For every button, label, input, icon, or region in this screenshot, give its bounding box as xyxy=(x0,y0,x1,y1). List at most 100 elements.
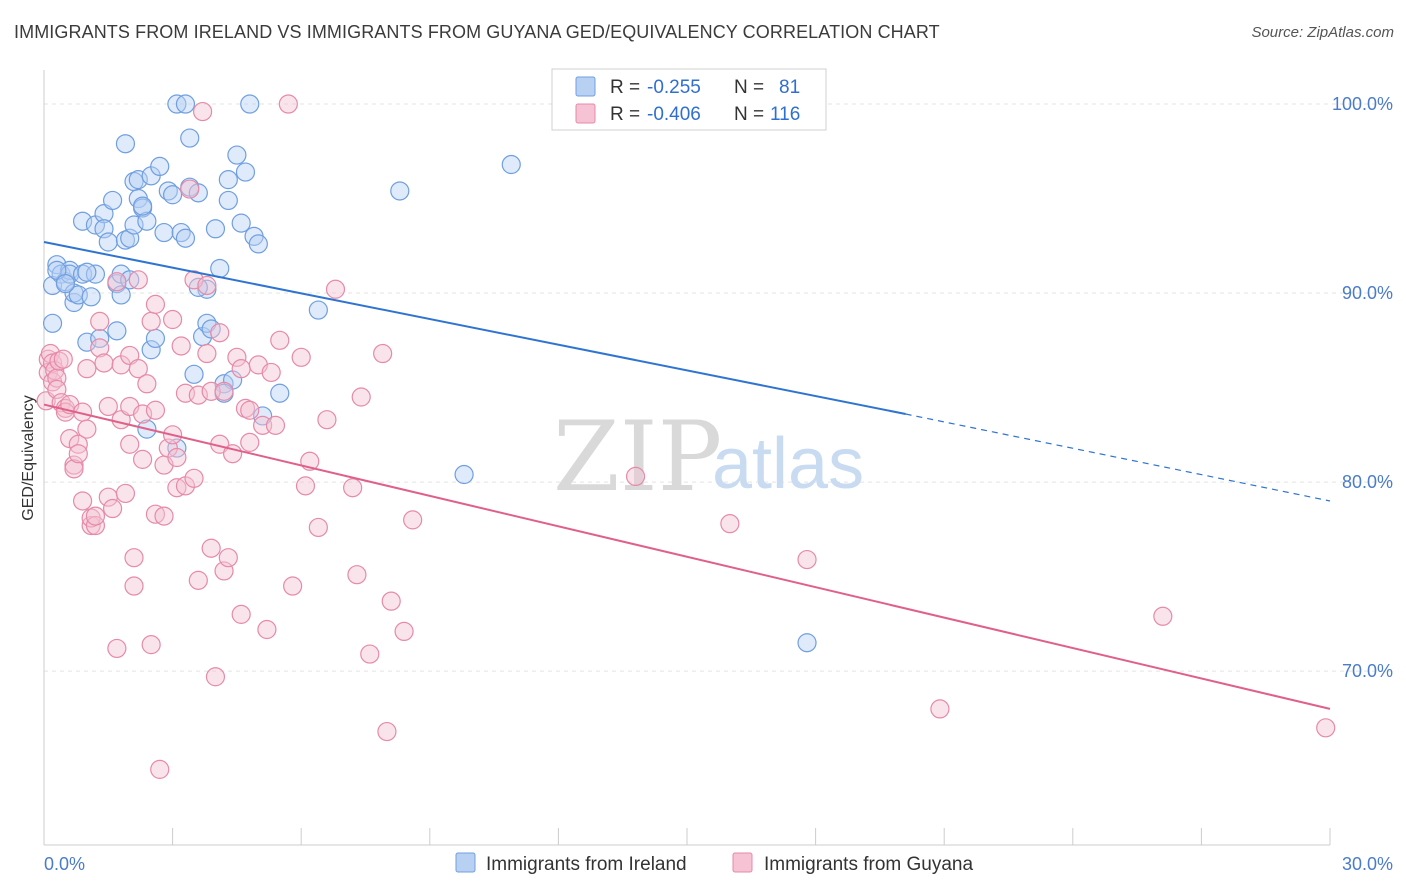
point-guyana xyxy=(77,359,97,379)
legend-n-label-ireland: N = xyxy=(734,77,764,98)
point-guyana xyxy=(72,491,93,511)
point-guyana xyxy=(201,538,221,558)
point-ireland xyxy=(210,258,230,279)
point-guyana xyxy=(53,349,73,369)
point-guyana xyxy=(625,466,646,487)
point-guyana xyxy=(107,638,127,659)
y-tick-label: 100.0% xyxy=(1332,94,1393,114)
point-guyana xyxy=(47,368,67,388)
legend-r-value-ireland: -0.255 xyxy=(647,77,701,98)
bottom-legend-label-guyana: Immigrants from Guyana xyxy=(764,854,973,875)
point-guyana xyxy=(171,336,191,356)
point-guyana xyxy=(124,576,144,596)
point-ireland xyxy=(175,94,196,114)
point-guyana xyxy=(218,548,238,568)
point-guyana xyxy=(295,476,316,496)
point-guyana xyxy=(231,604,251,624)
point-ireland xyxy=(107,321,127,341)
point-ireland xyxy=(72,211,93,231)
point-guyana xyxy=(141,311,161,332)
y-tick-label: 70.0% xyxy=(1342,661,1393,681)
point-ireland xyxy=(175,228,196,248)
point-guyana xyxy=(167,447,187,468)
point-guyana xyxy=(351,387,371,407)
point-guyana xyxy=(214,381,234,401)
point-guyana xyxy=(308,517,328,538)
point-guyana xyxy=(85,506,106,526)
y-tick-label: 90.0% xyxy=(1342,283,1393,303)
point-ireland xyxy=(231,213,251,233)
point-ireland xyxy=(81,287,101,307)
legend-box-frame xyxy=(551,68,827,131)
point-guyana xyxy=(145,294,166,314)
point-ireland xyxy=(102,190,123,211)
point-guyana xyxy=(265,415,286,435)
point-guyana xyxy=(132,449,153,469)
point-guyana xyxy=(180,179,200,199)
point-ireland xyxy=(115,134,136,154)
gridlines xyxy=(44,103,1392,672)
point-ireland xyxy=(270,383,290,403)
point-guyana xyxy=(145,400,166,420)
point-ireland xyxy=(235,162,256,182)
point-guyana xyxy=(231,359,251,379)
point-guyana xyxy=(377,721,397,742)
watermark-atlas: atlas xyxy=(712,424,864,504)
point-guyana xyxy=(403,510,423,530)
point-guyana xyxy=(184,468,204,488)
legend-n-label-guyana: N = xyxy=(734,104,764,125)
bottom-legend-label-ireland: Immigrants from Ireland xyxy=(486,854,687,875)
point-ireland xyxy=(308,300,328,320)
point-guyana xyxy=(193,101,213,122)
point-guyana xyxy=(128,270,148,290)
bottom-legend: Immigrants from Ireland Immigrants from … xyxy=(455,852,973,875)
point-guyana xyxy=(227,347,247,367)
series-guyana-points xyxy=(36,94,1336,779)
point-guyana xyxy=(107,272,127,292)
point-ireland xyxy=(218,190,238,211)
point-guyana xyxy=(373,343,393,364)
point-ireland xyxy=(227,145,247,165)
point-guyana xyxy=(120,434,140,454)
point-guyana xyxy=(137,374,157,394)
x-tick-label: 0.0% xyxy=(44,854,85,874)
point-guyana xyxy=(257,619,277,640)
point-ireland xyxy=(180,128,200,148)
point-guyana xyxy=(154,506,174,526)
point-guyana xyxy=(141,635,161,655)
point-guyana xyxy=(240,432,260,452)
point-guyana xyxy=(128,359,148,379)
point-ireland xyxy=(501,154,521,175)
legend-box: R = -0.255 N = 81 R = -0.406 N = 116 xyxy=(551,68,827,131)
point-guyana xyxy=(347,565,367,585)
point-ireland xyxy=(77,262,97,282)
point-guyana xyxy=(394,621,414,642)
point-guyana xyxy=(797,549,817,570)
point-ireland xyxy=(240,94,260,114)
y-tick-labels: 70.0% 80.0% 90.0% 100.0% xyxy=(1332,94,1393,681)
point-guyana xyxy=(115,483,136,504)
point-guyana xyxy=(102,498,123,519)
point-ireland xyxy=(132,196,153,216)
point-guyana xyxy=(720,514,740,534)
point-guyana xyxy=(77,419,97,439)
point-ireland xyxy=(205,219,226,239)
point-ireland xyxy=(248,234,268,254)
point-guyana xyxy=(90,311,110,332)
point-guyana xyxy=(68,444,88,464)
chart-source: Source: ZipAtlas.com xyxy=(1251,24,1394,41)
legend-swatch-ireland xyxy=(575,76,596,97)
legend-r-label-ireland: R = xyxy=(610,77,640,98)
legend-r-label-guyana: R = xyxy=(610,104,640,125)
point-guyana xyxy=(343,478,363,498)
point-guyana xyxy=(94,353,114,373)
point-guyana xyxy=(98,396,118,417)
trend-line-ireland xyxy=(43,241,906,416)
chart-title: IMMIGRANTS FROM IRELAND VS IMMIGRANTS FR… xyxy=(14,22,940,42)
y-axis-label: GED/Equivalency xyxy=(20,395,37,520)
point-guyana xyxy=(223,444,243,464)
point-guyana xyxy=(1316,718,1336,738)
point-guyana xyxy=(90,338,110,358)
x-tick-labels: 0.0% 30.0% xyxy=(44,854,1393,874)
